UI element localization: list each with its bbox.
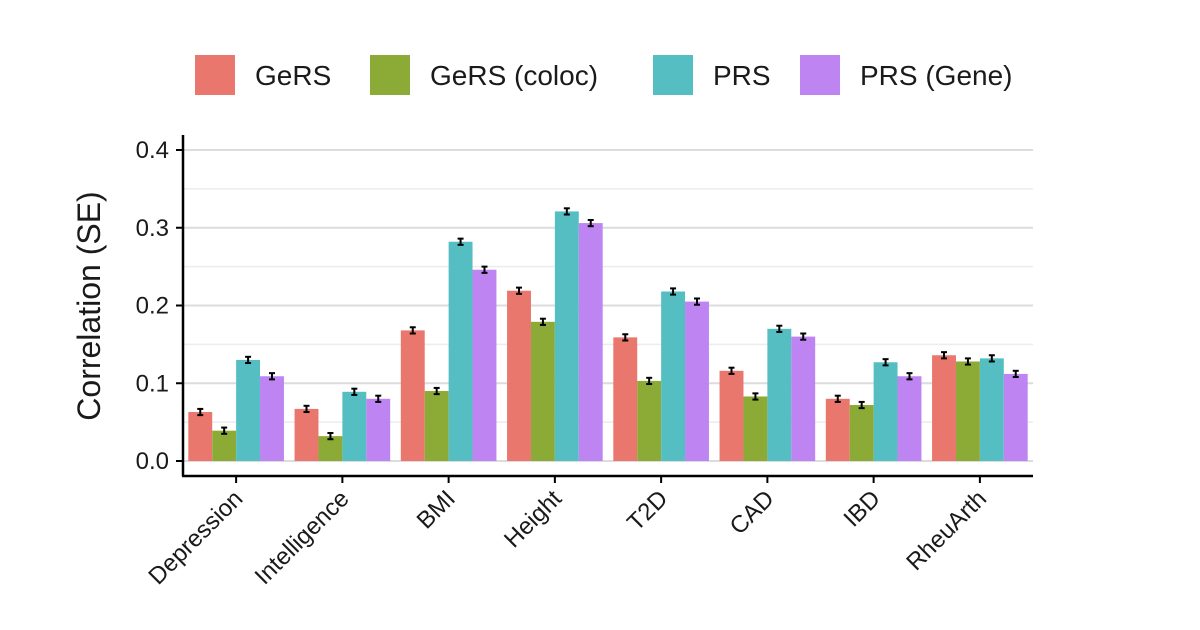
bar-depression-prs-gene	[260, 376, 284, 461]
x-tick-label-bmi: BMI	[412, 485, 461, 534]
legend-swatch-gers	[195, 55, 235, 95]
x-tick-label-t2d: T2D	[622, 485, 673, 536]
bar-rheuarth-prs	[979, 358, 1004, 461]
bar-cad-prs	[767, 328, 792, 461]
legend-label-prs-gene: PRS (Gene)	[860, 60, 1013, 91]
bar-rheuarth-gers	[932, 355, 956, 461]
legend-swatch-prs-gene	[800, 55, 840, 95]
y-axis-ticks: 0.0 0.1 0.2 0.3 0.4	[136, 137, 183, 475]
legend-label-gers-coloc: GeRS (coloc)	[430, 60, 598, 91]
bar-t2d-prs-gene	[685, 301, 709, 461]
bar-bmi-prs	[448, 241, 473, 461]
bar-rheuarth-prs-gene	[1003, 373, 1028, 461]
y-tick-label: 0.0	[136, 448, 169, 475]
error-bars	[197, 207, 1019, 441]
bar-t2d-gers	[613, 337, 638, 461]
bar-cad-prs-gene	[791, 336, 816, 461]
bar-intelligence-gers-coloc	[318, 436, 343, 461]
bar-depression-gers-coloc	[212, 430, 237, 461]
y-tick-label: 0.1	[136, 370, 169, 397]
bar-bmi-gers-coloc	[424, 391, 449, 461]
bar-height-prs-gene	[578, 223, 603, 461]
bar-cad-gers	[719, 370, 744, 461]
x-tick-label-intelligence: Intelligence	[250, 485, 355, 590]
gridlines	[183, 149, 1033, 462]
y-axis-title: Correlation (SE)	[71, 191, 107, 420]
bar-t2d-prs	[661, 291, 686, 461]
x-tick-label-rheuarth: RheuArth	[901, 485, 992, 576]
bar-cad-gers-coloc	[743, 396, 768, 461]
bar-ibd-prs	[873, 362, 898, 461]
bar-height-gers-coloc	[530, 321, 555, 461]
x-tick-label-depression: Depression	[143, 485, 248, 590]
x-axis-ticks: Depression Intelligence BMI Height T2D CAD IBD…	[143, 476, 992, 590]
bar-rheuarth-gers-coloc	[955, 361, 980, 461]
bar-ibd-gers	[825, 398, 850, 461]
bar-series	[188, 211, 1028, 461]
bar-t2d-gers-coloc	[637, 380, 662, 461]
legend-swatch-prs	[653, 55, 693, 95]
bar-ibd-gers-coloc	[849, 405, 874, 461]
y-tick-label: 0.2	[136, 293, 169, 320]
bar-depression-gers	[188, 412, 213, 461]
y-tick-label: 0.3	[136, 215, 169, 242]
bar-bmi-prs-gene	[472, 269, 497, 461]
legend-label-prs: PRS	[713, 60, 771, 91]
bar-height-gers	[507, 290, 531, 461]
bar-height-prs	[554, 211, 579, 461]
bar-intelligence-gers	[294, 408, 319, 461]
legend-label-gers: GeRS	[255, 60, 331, 91]
x-tick-label-height: Height	[499, 485, 567, 553]
bar-ibd-prs-gene	[897, 376, 922, 461]
x-tick-label-cad: CAD	[725, 485, 780, 540]
bar-intelligence-prs-gene	[366, 398, 391, 461]
bar-intelligence-prs	[342, 391, 367, 461]
legend-swatch-gers-coloc	[370, 55, 410, 95]
chart-legend: GeRS GeRS (coloc) PRS PRS (Gene)	[195, 55, 1013, 95]
y-tick-label: 0.4	[136, 137, 169, 164]
bar-depression-prs	[236, 359, 261, 461]
bar-bmi-gers	[400, 330, 425, 461]
x-tick-label-ibd: IBD	[838, 485, 885, 532]
